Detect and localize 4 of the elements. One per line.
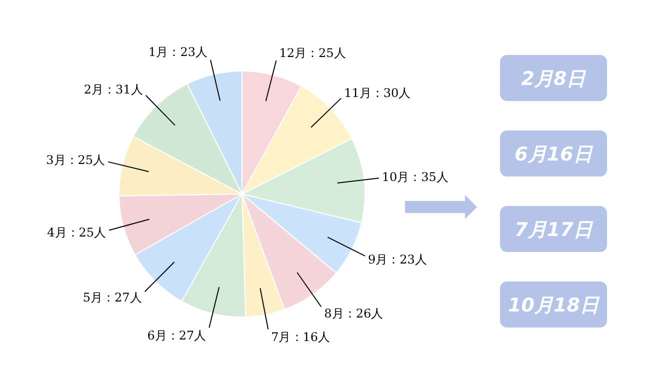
annotation: 2月8日 bbox=[500, 55, 607, 101]
annotation: 6月16日 bbox=[500, 130, 607, 176]
annotation: 7月17日 bbox=[500, 206, 607, 252]
annotation: 10月18日 bbox=[500, 282, 607, 328]
